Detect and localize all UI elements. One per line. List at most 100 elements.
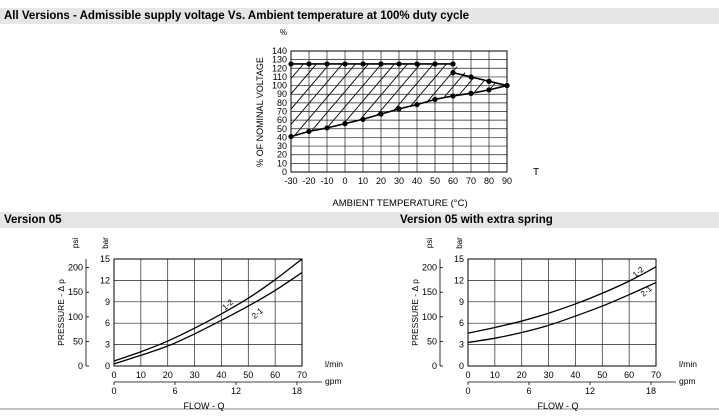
data-point [450,61,456,67]
flow-curve [467,266,657,334]
x-axis-title: AMBIENT TEMPERATURE (°C) [332,198,467,209]
x-tick-label: 40 [412,176,422,186]
y-tick-label: 20 [277,150,287,160]
data-point [414,61,420,67]
data-point [288,133,294,140]
x-tick-label-lmin: 50 [243,370,253,380]
x-tick-label-lmin: 30 [544,370,554,380]
hatch-line [528,41,648,182]
flow-curve [467,281,657,344]
flow-curve [113,258,303,362]
y-tick-label: 50 [277,124,287,134]
y-tick-label-bar: 12 [100,275,110,285]
x-tick-label-gpm: 12 [585,386,595,396]
y-axis-title: % OF NOMINAL VOLTAGE [255,57,265,167]
data-point [486,78,492,84]
x-tick-label-gpm: 18 [646,386,656,396]
data-point [306,128,312,134]
x-axis-title: FLOW - Q [538,401,579,411]
x-tick-label-gpm: 18 [292,386,302,396]
y-tick-label: 70 [277,107,287,117]
x-tick-label-lmin: 70 [651,370,661,380]
y-tick-label-bar: 9 [105,297,110,307]
x-end-symbol: T [533,167,539,178]
hatch-line [501,63,507,137]
y-tick-label-bar: 0 [105,361,110,371]
x-tick-label: 70 [466,176,476,186]
data-point [504,82,510,89]
x-tick-label-lmin: 60 [624,370,634,380]
y-tick-label-bar: 15 [454,254,464,264]
data-point [396,106,402,112]
x-tick-label-gpm: 6 [526,386,531,396]
data-point [432,96,438,102]
data-point [324,125,330,131]
y-axis-title: PRESSURE - Δ p [410,279,420,346]
data-point [288,61,294,67]
x-tick-label: 10 [358,176,368,186]
x-tick-label-lmin: 0 [465,370,470,380]
y-axis-title: PRESSURE - Δ p [56,279,66,346]
curve-label: 2-1 [250,306,265,321]
y-unit-psi: psi [425,238,434,248]
y-unit-bar: bar [455,237,464,249]
data-point [378,111,384,117]
plot-frame [113,258,303,367]
y-tick-label: 30 [277,141,287,151]
y-tick-label: 110 [273,72,287,82]
plot-frame [290,50,508,173]
data-point [468,74,474,80]
hatch-line [541,41,661,182]
x-tick-label-lmin: 20 [163,370,173,380]
x-tick-label-lmin: 10 [136,370,146,380]
y-tick-label-bar: 3 [105,340,110,350]
y-tick-label: 80 [277,98,287,108]
y-tick-label-bar: 6 [459,318,464,328]
version-05-section-title: Version 05 [0,212,719,228]
data-point [342,121,348,127]
x-tick-label-gpm: 0 [465,386,470,396]
y-tick-label-psi: 50 [73,336,83,346]
y-tick-label-psi: 200 [422,263,437,273]
y-unit-bar: bar [101,237,110,249]
data-point [342,61,348,67]
y-tick-label-bar: 15 [100,254,110,264]
x-tick-label: -30 [284,176,297,186]
flow-curve [113,272,303,365]
x-tick-label-lmin: 20 [517,370,527,380]
x-tick-label-gpm: 0 [111,386,116,396]
x-tick-label-gpm: 12 [231,386,241,396]
y-tick-label-psi: 50 [427,336,437,346]
x-unit-lmin: l/min [325,359,343,369]
x-tick-label: 90 [502,176,512,186]
data-point [414,101,420,108]
x-axis-title: FLOW - Q [184,401,225,411]
x-tick-label-lmin: 30 [190,370,200,380]
data-point [396,61,402,67]
x-tick-label: 20 [376,176,386,186]
data-point [468,90,474,96]
y-tick-label-psi: 0 [432,361,437,371]
x-tick-label: -20 [302,176,315,186]
boundary-line [452,71,508,87]
curve-label: 1-2 [221,297,236,312]
y-tick-label-psi: 150 [422,287,437,297]
voltage-temperature-chart: -30 -20 -10 0 10 20 30 40 50 60 70 80 90010203040506… [255,28,661,209]
x-tick-label-lmin: 40 [216,370,226,380]
x-tick-label-gpm: 6 [172,386,177,396]
x-tick-label-lmin: 40 [570,370,580,380]
y-tick-label-bar: 12 [454,275,464,285]
y-tick-label-psi: 150 [68,287,83,297]
y-tick-label: 0 [282,167,287,177]
hatch-line [515,41,635,182]
y-tick-label-psi: 100 [68,312,83,322]
x-tick-label-lmin: 60 [270,370,280,380]
y-tick-label-psi: 100 [422,312,437,322]
data-point [450,70,456,76]
y-tick-label-bar: 0 [459,361,464,371]
data-point [360,61,366,67]
x-tick-label: 60 [448,176,458,186]
x-tick-label-lmin: 0 [111,370,116,380]
x-tick-label: 30 [394,176,404,186]
